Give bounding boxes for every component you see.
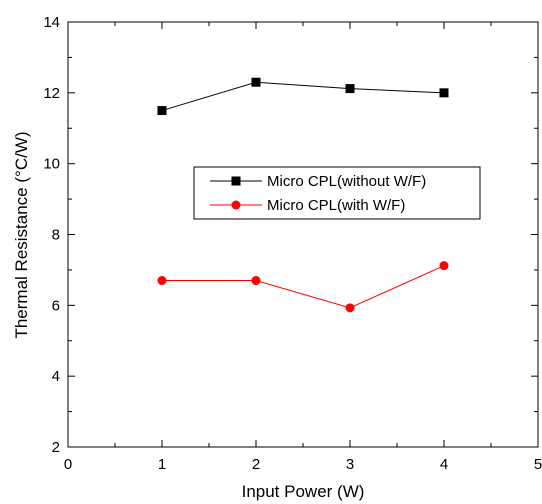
- legend-marker-square: [231, 176, 241, 186]
- x-axis-title: Input Power (W): [242, 482, 365, 501]
- axis-ticks: [67, 21, 539, 448]
- x-tick-label: 1: [158, 456, 166, 473]
- data-point-square: [251, 77, 261, 87]
- y-tick-label: 8: [52, 227, 60, 244]
- x-tick-label: 0: [64, 456, 72, 473]
- legend: Micro CPL(without W/F) Micro CPL(with W/F…: [193, 166, 481, 220]
- x-tick-label: 5: [534, 456, 542, 473]
- series-line-1: [161, 81, 445, 112]
- y-tick-label: 4: [52, 368, 60, 385]
- series-line-2: [162, 265, 445, 309]
- y-axis-title: Thermal Resistance (°C/W): [12, 131, 31, 338]
- y-tick-label: 2: [52, 439, 60, 456]
- series-layer: [157, 77, 449, 313]
- data-point-circle: [345, 303, 355, 313]
- legend-box: [193, 166, 481, 220]
- y-tick-label: 12: [43, 85, 60, 102]
- legend-marker-circle: [231, 200, 241, 210]
- x-tick-label: 2: [252, 456, 260, 473]
- data-point-circle: [251, 276, 261, 286]
- data-point-square: [439, 88, 449, 98]
- y-tick-label: 6: [52, 297, 60, 314]
- y-tick-label: 14: [43, 14, 60, 31]
- x-tick-label: 3: [346, 456, 354, 473]
- y-tick-label: 10: [43, 156, 60, 173]
- data-point-square: [345, 84, 355, 94]
- x-tick-label: 4: [440, 456, 448, 473]
- legend-label-1: Micro CPL(without W/F): [267, 173, 426, 190]
- data-point-circle: [439, 261, 449, 271]
- legend-label-2: Micro CPL(with W/F): [267, 197, 405, 214]
- data-point-circle: [157, 276, 167, 286]
- data-point-square: [157, 106, 167, 116]
